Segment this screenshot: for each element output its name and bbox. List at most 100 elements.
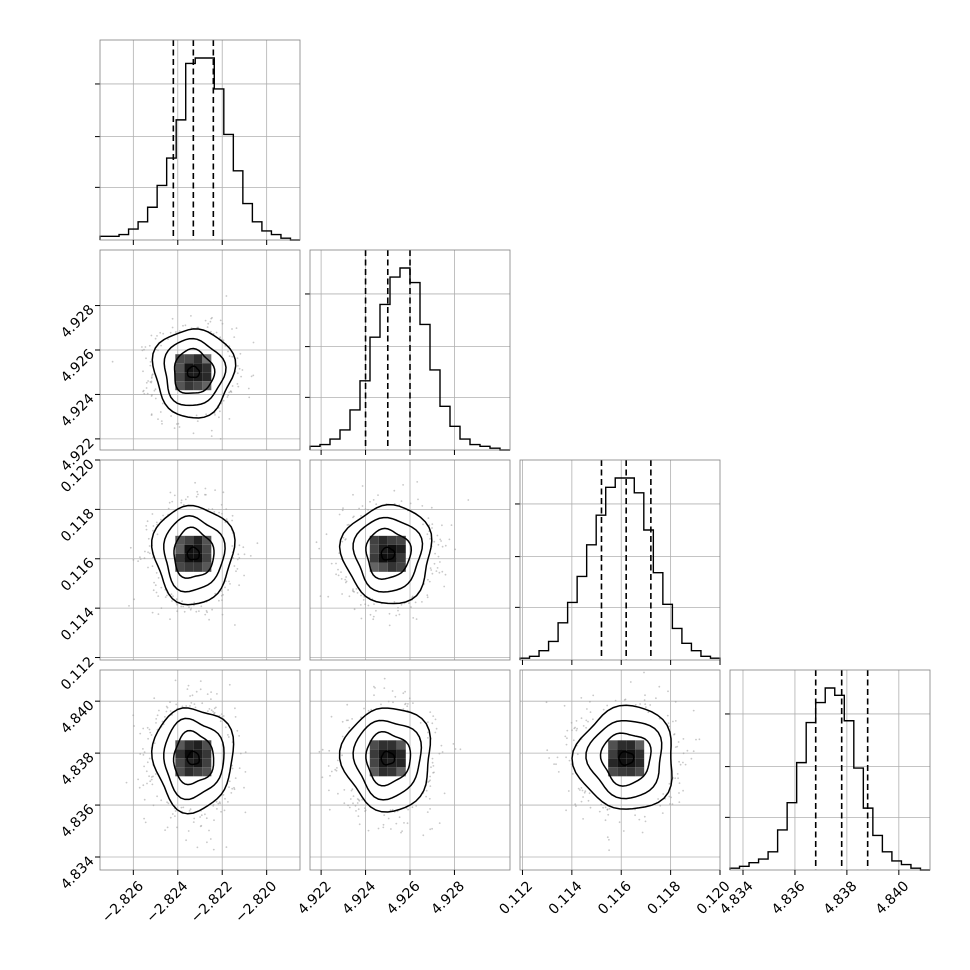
- scatter-point: [156, 795, 159, 798]
- scatter-point: [352, 802, 354, 805]
- scatter-point: [176, 423, 178, 425]
- scatter-point: [155, 572, 158, 574]
- density-cell: [202, 381, 212, 391]
- scatter-point: [219, 410, 221, 413]
- scatter-point: [219, 336, 222, 338]
- scatter-point: [182, 324, 184, 327]
- scatter-point: [215, 331, 218, 334]
- scatter-point: [205, 413, 208, 416]
- scatter-point: [171, 317, 174, 320]
- density-cell: [387, 740, 397, 750]
- scatter-point: [606, 808, 609, 811]
- scatter-point: [608, 838, 610, 841]
- scatter-point: [143, 751, 146, 753]
- scatter-point: [247, 387, 250, 390]
- scatter-point: [219, 720, 222, 723]
- scatter-point: [248, 396, 251, 399]
- scatter-point: [582, 818, 584, 820]
- scatter-point: [151, 513, 154, 515]
- scatter-point: [348, 726, 351, 729]
- scatter-point: [222, 399, 225, 402]
- scatter-point: [394, 695, 397, 698]
- scatter-point: [190, 607, 193, 610]
- scatter-point: [189, 808, 192, 810]
- scatter-point: [575, 805, 577, 807]
- scatter-point: [335, 573, 337, 576]
- scatter-point: [431, 527, 433, 529]
- scatter-point: [160, 344, 163, 347]
- scatter-point: [426, 596, 429, 599]
- scatter-point: [200, 605, 203, 608]
- scatter-point: [667, 690, 669, 693]
- scatter-point: [186, 688, 189, 690]
- scatter-point: [582, 725, 585, 727]
- scatter-point: [676, 773, 679, 775]
- scatter-point: [147, 551, 150, 554]
- scatter-point: [428, 797, 431, 800]
- scatter-point: [133, 598, 136, 601]
- scatter-point: [698, 738, 701, 741]
- scatter-point: [389, 809, 392, 811]
- scatter-point: [330, 562, 333, 565]
- scatter-point: [168, 501, 171, 504]
- scatter-point: [145, 770, 148, 773]
- scatter-point: [335, 562, 337, 565]
- scatter-point: [352, 590, 355, 593]
- scatter-point: [205, 493, 207, 496]
- scatter-point: [227, 350, 229, 353]
- scatter-point: [180, 499, 183, 502]
- scatter-point: [338, 552, 341, 554]
- scatter-point: [216, 808, 218, 810]
- scatter-point: [421, 505, 424, 507]
- scatter-point: [356, 802, 359, 804]
- scatter-point: [221, 322, 224, 325]
- scatter-point: [372, 499, 375, 501]
- scatter-point: [356, 798, 359, 800]
- scatter-point: [211, 608, 214, 611]
- scatter-point: [183, 610, 186, 613]
- density-cell: [396, 562, 406, 572]
- scatter-point: [352, 493, 354, 496]
- scatter-point: [187, 684, 190, 687]
- scatter-point: [674, 700, 677, 703]
- scatter-point: [175, 598, 178, 601]
- scatter-point: [614, 699, 617, 702]
- scatter-point: [218, 416, 220, 419]
- scatter-point: [441, 570, 444, 573]
- scatter-point: [146, 761, 149, 764]
- scatter-point: [676, 745, 679, 748]
- scatter-point: [580, 697, 583, 699]
- scatter-point: [433, 771, 435, 774]
- scatter-point: [244, 751, 247, 754]
- scatter-point: [437, 543, 440, 546]
- scatter-point: [393, 489, 396, 492]
- scatter-point: [589, 806, 592, 809]
- scatter-point: [362, 599, 365, 601]
- scatter-point: [143, 765, 146, 768]
- scatter-point: [432, 715, 435, 717]
- scatter-point: [592, 694, 595, 697]
- scatter-point: [598, 810, 601, 813]
- scatter-panel-4-3: [519, 669, 721, 871]
- scatter-point: [173, 427, 176, 429]
- scatter-point: [142, 390, 145, 393]
- scatter-point: [189, 705, 191, 707]
- scatter-point: [218, 511, 221, 514]
- scatter-point: [241, 369, 244, 371]
- scatter-point: [220, 713, 223, 715]
- scatter-point: [452, 743, 455, 745]
- density-cell: [184, 363, 194, 373]
- scatter-point: [360, 594, 362, 597]
- scatter-point: [433, 562, 436, 565]
- scatter-point: [171, 500, 174, 503]
- scatter-point: [337, 792, 339, 795]
- scatter-point: [143, 392, 146, 395]
- scatter-point: [572, 739, 575, 742]
- scatter-point: [220, 590, 223, 592]
- scatter-point: [169, 816, 172, 819]
- scatter-point: [592, 718, 594, 721]
- scatter-point: [166, 594, 168, 597]
- scatter-point: [159, 331, 162, 334]
- scatter-point: [231, 519, 234, 522]
- scatter-point: [674, 746, 677, 748]
